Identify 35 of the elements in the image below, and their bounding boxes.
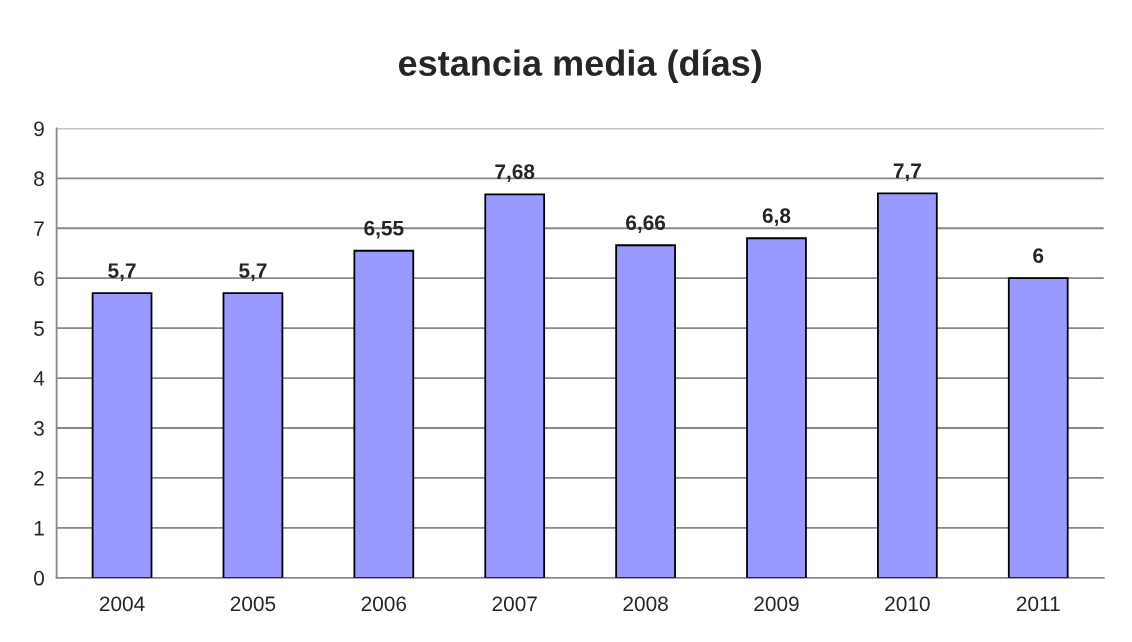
- data-label: 5,7: [108, 263, 136, 281]
- data-label: 6,55: [364, 220, 404, 239]
- x-tick-label: 2009: [754, 596, 799, 612]
- bar: [746, 237, 807, 578]
- x-tick-label: 2011: [1016, 596, 1060, 612]
- y-tick-label: 5: [34, 321, 44, 336]
- y-tick-label: 1: [34, 521, 44, 536]
- y-tick-label: 2: [34, 470, 44, 486]
- y-tick-label: 8: [34, 171, 44, 187]
- x-tick-label: 2005: [230, 596, 276, 612]
- x-tick-label: 2008: [623, 596, 668, 612]
- y-tick-label: 0: [34, 570, 44, 586]
- bar: [222, 292, 284, 578]
- chart-title: estancia media (días): [398, 49, 762, 84]
- x-tick-label: 2010: [885, 596, 930, 612]
- y-tick-label: 7: [34, 221, 44, 236]
- bar: [877, 192, 938, 578]
- y-tick-label: 3: [34, 421, 44, 436]
- x-tick-label: 2007: [492, 596, 537, 612]
- y-tick-label: 6: [34, 271, 44, 286]
- bar: [353, 249, 415, 578]
- data-label: 6,8: [762, 208, 791, 227]
- bar: [615, 244, 676, 578]
- bar: [91, 292, 153, 578]
- x-tick-label: 2006: [361, 596, 407, 612]
- y-tick-label: 4: [33, 371, 45, 386]
- y-tick-label: 9: [34, 121, 44, 137]
- data-label: 7,7: [893, 163, 921, 182]
- data-label: 6: [1033, 248, 1044, 263]
- bar: [1007, 277, 1069, 578]
- data-label: 7,68: [495, 164, 535, 183]
- data-label: 5,7: [239, 263, 267, 281]
- bar: [484, 193, 546, 578]
- x-tick-label: 2004: [99, 596, 145, 612]
- data-label: 6,66: [626, 215, 666, 234]
